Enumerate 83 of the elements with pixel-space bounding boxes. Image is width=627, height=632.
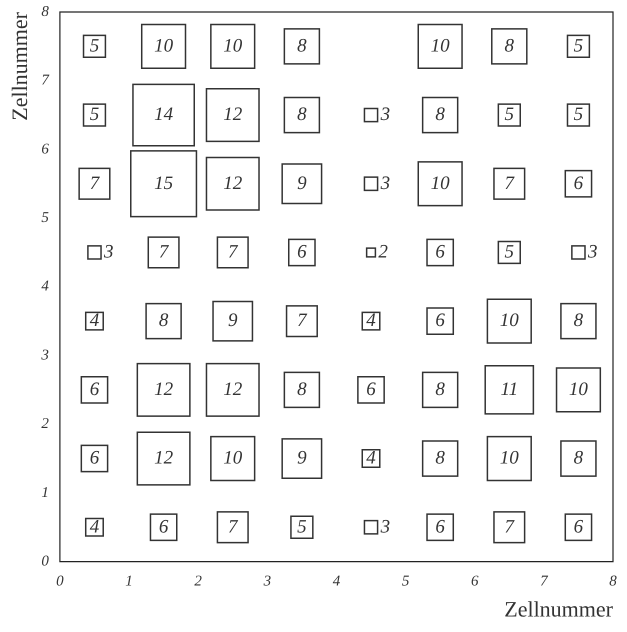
data-label: 5 xyxy=(297,516,307,538)
x-tick-label: 8 xyxy=(609,574,618,590)
data-label: 10 xyxy=(154,35,174,56)
data-label: 11 xyxy=(500,378,518,400)
data-label: 7 xyxy=(504,516,516,538)
data-label: 9 xyxy=(297,172,308,194)
x-axis-title: Zellnummer xyxy=(504,596,614,622)
data-label: 6 xyxy=(366,378,376,400)
data-label: 6 xyxy=(574,172,584,194)
data-label: 7 xyxy=(158,241,170,262)
x-tick-label: 3 xyxy=(262,574,272,590)
x-tick-label: 1 xyxy=(125,574,133,590)
data-label: 10 xyxy=(500,448,520,469)
data-label: 9 xyxy=(228,310,238,332)
data-label: 3 xyxy=(587,241,598,262)
data-label: 7 xyxy=(504,172,516,194)
data-label: 3 xyxy=(380,104,390,126)
data-label: 7 xyxy=(228,516,239,538)
data-label: 4 xyxy=(366,448,376,469)
y-tick-label: 6 xyxy=(41,141,50,158)
y-tick-label: 5 xyxy=(41,210,50,226)
data-label: 8 xyxy=(158,310,169,332)
data-label: 6 xyxy=(435,516,446,538)
data-label: 7 xyxy=(228,241,239,262)
data-label: 8 xyxy=(504,35,515,56)
data-label: 8 xyxy=(435,378,446,400)
data-label: 6 xyxy=(435,310,446,332)
data-label: 10 xyxy=(430,35,450,56)
data-label: 5 xyxy=(90,35,100,56)
data-label: 10 xyxy=(223,35,243,56)
data-label: 9 xyxy=(297,448,308,469)
data-label: 10 xyxy=(223,448,243,469)
x-tick-label: 7 xyxy=(540,574,550,590)
data-label: 6 xyxy=(297,241,308,262)
data-label: 4 xyxy=(90,310,100,332)
data-label: 10 xyxy=(430,172,450,194)
data-label: 8 xyxy=(574,448,584,469)
y-tick-label: 3 xyxy=(40,347,49,364)
x-tick-label: 2 xyxy=(194,574,202,590)
data-label: 8 xyxy=(297,378,308,400)
y-tick-label: 0 xyxy=(41,554,50,570)
data-label: 5 xyxy=(90,104,100,126)
data-label: 12 xyxy=(223,378,243,400)
data-label: 4 xyxy=(90,516,100,538)
data-label: 6 xyxy=(574,516,584,538)
data-label: 12 xyxy=(223,172,243,194)
data-label: 8 xyxy=(574,310,584,332)
y-tick-label: 2 xyxy=(41,416,50,432)
y-axis-title: Zellnummer xyxy=(6,11,32,121)
x-tick-label: 4 xyxy=(332,574,341,590)
y-tick-label: 7 xyxy=(41,72,50,89)
data-label: 2 xyxy=(378,241,388,262)
data-label: 8 xyxy=(435,104,446,126)
data-label: 5 xyxy=(574,104,584,126)
data-label: 8 xyxy=(297,104,308,126)
data-label: 6 xyxy=(158,516,169,538)
data-label: 12 xyxy=(223,104,243,126)
y-tick-label: 1 xyxy=(41,484,49,501)
data-label: 7 xyxy=(90,172,101,194)
data-label: 3 xyxy=(380,172,390,194)
data-label: 8 xyxy=(435,448,446,469)
data-label: 15 xyxy=(154,172,174,194)
data-label: 4 xyxy=(366,310,376,332)
y-tick-label: 8 xyxy=(41,4,50,20)
x-tick-label: 5 xyxy=(402,574,410,590)
data-label: 5 xyxy=(574,35,584,56)
data-label: 5 xyxy=(504,241,514,262)
data-label: 6 xyxy=(435,241,446,262)
x-tick-label: 0 xyxy=(56,574,64,590)
x-tick-label: 6 xyxy=(470,574,479,590)
data-label: 12 xyxy=(154,448,174,469)
data-label: 10 xyxy=(500,310,520,332)
data-label: 12 xyxy=(154,378,174,400)
y-tick-label: 4 xyxy=(41,278,50,295)
data-label: 3 xyxy=(103,241,114,262)
data-label: 8 xyxy=(297,35,308,56)
data-label: 3 xyxy=(380,516,390,538)
data-label: 7 xyxy=(297,310,308,332)
data-label: 6 xyxy=(90,448,100,469)
data-label: 14 xyxy=(154,104,174,126)
data-label: 6 xyxy=(90,378,100,400)
data-label: 10 xyxy=(568,378,588,400)
data-label: 5 xyxy=(504,104,514,126)
